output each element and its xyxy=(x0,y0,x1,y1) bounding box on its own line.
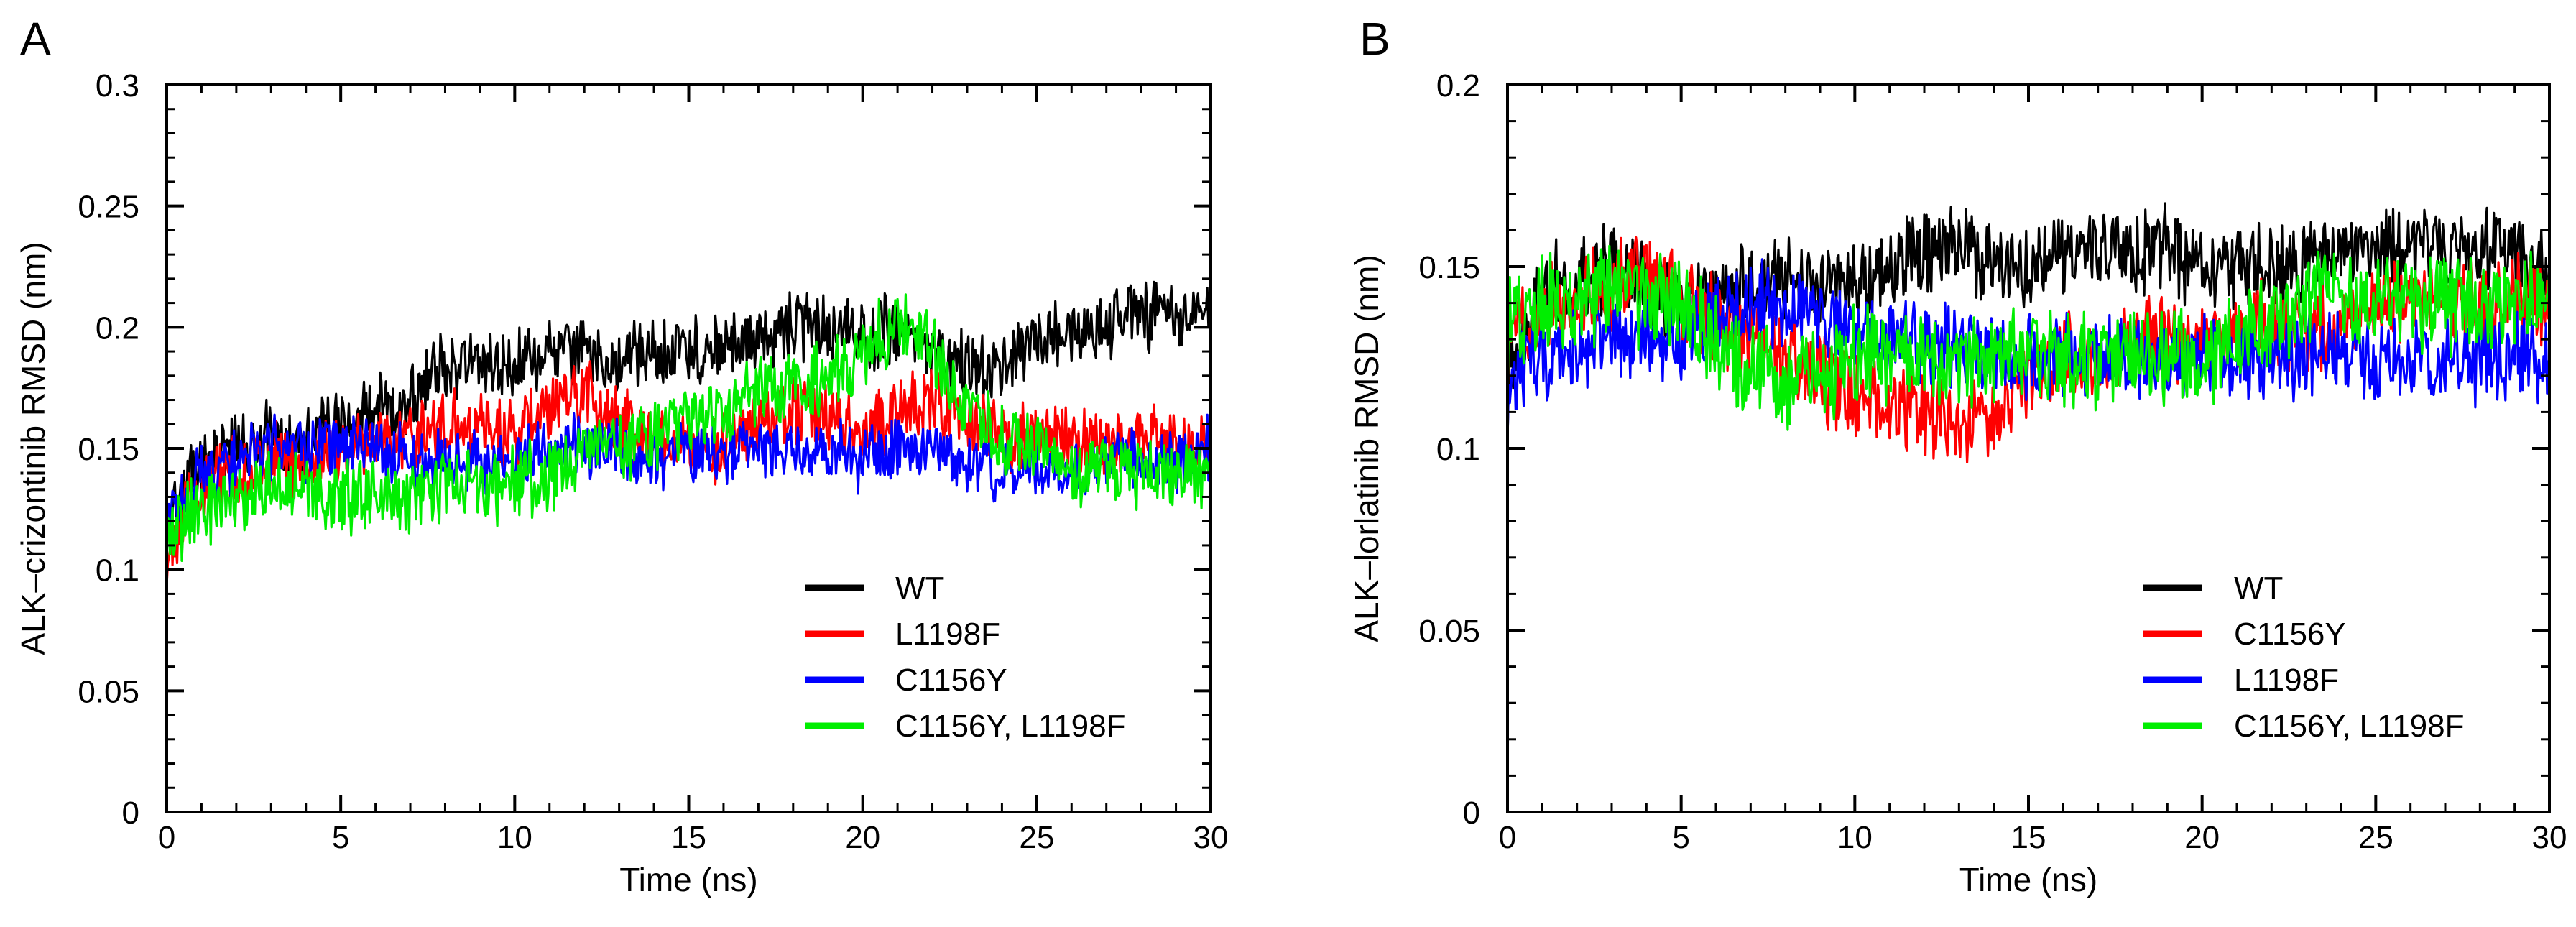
legend: WT C1156Y L1198F C1156Y, L1198F xyxy=(2143,571,2464,744)
x-tick-label: 15 xyxy=(2011,820,2046,855)
x-axis-title: Time (ns) xyxy=(1959,861,2098,898)
x-tick-label: 5 xyxy=(332,820,349,855)
x-tick-label: 30 xyxy=(1194,820,1229,855)
x-tick-label: 0 xyxy=(1499,820,1516,855)
legend: WT L1198F C1156Y C1156Y, L1198F xyxy=(805,571,1125,744)
y-tick-label: 0.1 xyxy=(96,553,139,589)
legend-label: C1156Y, L1198F xyxy=(895,709,1125,744)
x-tick-label: 10 xyxy=(497,820,532,855)
series-group xyxy=(1508,202,2549,464)
legend-label: WT xyxy=(895,571,944,606)
legend-label: L1198F xyxy=(2234,663,2339,698)
x-tick-label: 5 xyxy=(1672,820,1689,855)
series-line-c1156y-l1198f xyxy=(167,293,1211,576)
legend-label: C1156Y xyxy=(895,663,1007,698)
y-tick-label: 0 xyxy=(122,795,139,831)
series-group xyxy=(167,275,1211,586)
x-tick-label: 20 xyxy=(2184,820,2220,855)
y-tick-label: 0.2 xyxy=(96,310,139,346)
y-tick-label: 0.05 xyxy=(78,674,139,709)
y-tick-label: 0 xyxy=(1463,795,1480,831)
x-tick-label: 10 xyxy=(1837,820,1873,855)
chart-panel-a: A 0 0.05 0.1 0.15 0.2 0.25 0.3 0 5 10 15 20 25 30 Time … xyxy=(14,13,1228,898)
series-line-c1156y-l1198f xyxy=(1508,244,2549,431)
x-axis-title: Time (ns) xyxy=(619,861,758,898)
chart-panel-b: B 0 0.05 0.1 0.15 0.2 0 5 10 15 20 25 30 Time (ns) ALK… xyxy=(1348,13,2567,898)
legend-label: C1156Y, L1198F xyxy=(2234,709,2464,744)
y-tick-label: 0.3 xyxy=(96,68,139,103)
y-tick-label: 0.2 xyxy=(1436,68,1480,103)
y-tick-label: 0.05 xyxy=(1418,614,1480,649)
x-tick-label: 25 xyxy=(2358,820,2393,855)
y-axis-title: ALK–lorlatinib RMSD (nm) xyxy=(1348,254,1385,642)
y-tick-label: 0.1 xyxy=(1436,432,1480,467)
y-tick-label: 0.15 xyxy=(1418,250,1480,285)
y-tick-label: 0.15 xyxy=(78,432,139,467)
legend-label: WT xyxy=(2234,571,2283,606)
panel-letter: B xyxy=(1359,13,1390,65)
legend-label: L1198F xyxy=(895,617,1000,652)
y-tick-label: 0.25 xyxy=(78,190,139,225)
plot-frame xyxy=(1506,83,2551,813)
x-tick-label: 25 xyxy=(1019,820,1054,855)
x-tick-label: 30 xyxy=(2532,820,2567,855)
x-tick-label: 0 xyxy=(158,820,175,855)
y-axis-title: ALK–crizontinib RMSD (nm) xyxy=(14,241,52,655)
x-tick-label: 20 xyxy=(845,820,880,855)
panel-letter: A xyxy=(20,13,51,65)
legend-label: C1156Y xyxy=(2234,617,2346,652)
x-tick-label: 15 xyxy=(671,820,706,855)
series-line-l1198f xyxy=(1508,258,2549,441)
